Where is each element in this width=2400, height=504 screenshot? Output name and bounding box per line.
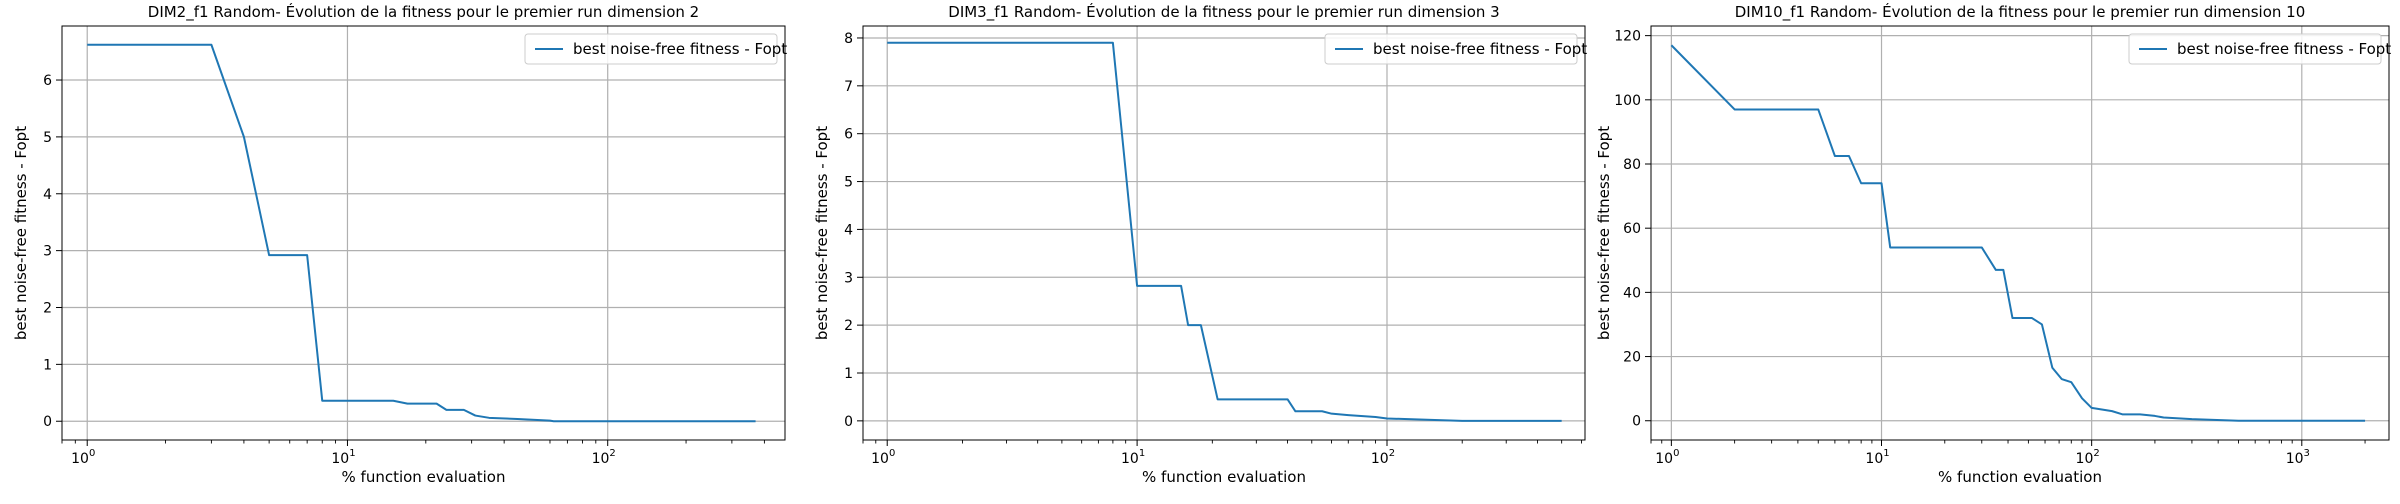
axes-frame [1650, 25, 2390, 441]
x-tick-label: 100 [1655, 448, 1679, 467]
x-tick-label: 100 [71, 448, 95, 467]
x-axis-label: % function evaluation [1142, 468, 1306, 486]
y-tick-label: 0 [1632, 414, 1641, 430]
y-tick-label: 0 [844, 414, 853, 430]
x-tick-label: 102 [592, 448, 616, 467]
y-tick-label: 40 [1623, 285, 1641, 301]
legend: best noise-free fitness - Fopt [2128, 33, 2391, 65]
y-tick-label: 120 [1614, 29, 1641, 45]
plot-area [1651, 26, 2389, 440]
y-tick-label: 80 [1623, 157, 1641, 173]
y-tick-label: 7 [844, 79, 853, 95]
legend-box [2128, 33, 2382, 65]
y-tick-label: 4 [844, 222, 853, 238]
y-tick-label: 6 [43, 73, 52, 89]
legend-label: best noise-free fitness - Fopt [1373, 40, 1587, 58]
axes-frame [61, 25, 786, 441]
chart-title: DIM2_f1 Random- Évolution de la fitness … [148, 2, 699, 22]
y-axis-label: best noise-free fitness - Fopt [1595, 126, 1613, 340]
chart-1: 100 101 102 0 1 2 3 4 5 6 DIM2_f1 Random- Évolutio… [12, 2, 787, 486]
series-line [87, 43, 756, 423]
x-tick-label: 101 [331, 448, 355, 467]
y-tick-label: 2 [43, 300, 52, 316]
chart-2: 100 101 102 0 1 2 3 4 5 6 7 8 DIM3_f1 Random- Évolut… [813, 2, 1587, 486]
y-tick-label: 60 [1623, 221, 1641, 237]
chart-title: DIM10_f1 Random- Évolution de la fitness… [1735, 2, 2306, 22]
legend-box [1324, 33, 1578, 65]
y-tick-label: 3 [43, 244, 52, 260]
y-tick-label: 1 [844, 366, 853, 382]
chart-3: 100 101 102 103 0 20 40 60 80 100 120 DIM10_f1 Rand… [1595, 2, 2391, 486]
x-axis-label: % function evaluation [342, 468, 506, 486]
x-axis-label: % function evaluation [1938, 468, 2102, 486]
legend-box [524, 33, 778, 65]
y-tick-label: 4 [43, 187, 52, 203]
y-tick-label: 6 [844, 127, 853, 143]
y-axis-label: best noise-free fitness - Fopt [12, 126, 30, 340]
y-tick-label: 5 [844, 175, 853, 191]
x-tick-label: 101 [1865, 448, 1889, 467]
x-tick-label: 101 [1121, 448, 1145, 467]
legend: best noise-free fitness - Fopt [1324, 33, 1587, 65]
y-axis-label: best noise-free fitness - Fopt [813, 126, 831, 340]
plot-area [62, 26, 785, 440]
y-tick-label: 5 [43, 130, 52, 146]
x-tick-label: 103 [2286, 448, 2310, 467]
plot-area [863, 26, 1585, 440]
series-line [1670, 44, 2366, 422]
legend: best noise-free fitness - Fopt [524, 33, 787, 65]
chart-title: DIM3_f1 Random- Évolution de la fitness … [948, 2, 1499, 22]
y-tick-label: 100 [1614, 93, 1641, 109]
x-tick-label: 102 [2076, 448, 2100, 467]
y-tick-label: 0 [43, 414, 52, 430]
x-tick-label: 102 [1371, 448, 1395, 467]
axes-frame [862, 25, 1586, 441]
legend-label: best noise-free fitness - Fopt [2177, 40, 2391, 58]
y-tick-label: 1 [43, 357, 52, 373]
x-tick-label: 100 [871, 448, 895, 467]
y-tick-label: 3 [844, 270, 853, 286]
y-tick-label: 8 [844, 31, 853, 47]
legend-label: best noise-free fitness - Fopt [573, 40, 787, 58]
y-tick-label: 2 [844, 318, 853, 334]
y-tick-label: 20 [1623, 350, 1641, 366]
series-line [887, 41, 1562, 422]
